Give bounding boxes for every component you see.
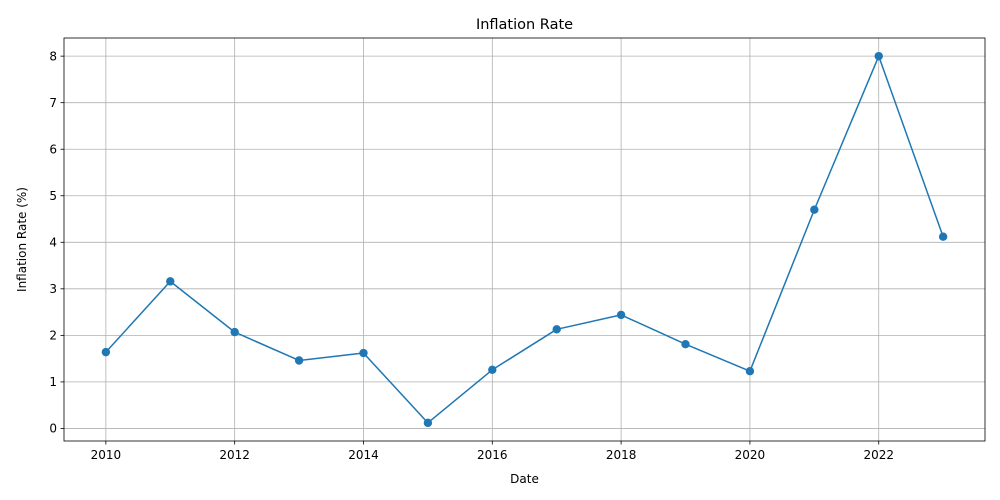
x-axis-label: Date [510,472,539,486]
y-tick-label: 1 [49,375,57,389]
y-axis-label: Inflation Rate (%) [15,187,29,292]
data-point [552,325,561,334]
data-point [488,365,497,375]
x-axis-ticks: 2010 2012 2014 2016 2018 2020 2022 [91,441,894,462]
x-tick-label: 2022 [863,448,894,462]
data-point [938,232,948,241]
data-point [616,310,626,320]
data-point [810,205,819,214]
y-axis-ticks: 0 1 2 3 4 5 6 7 8 [49,49,64,436]
data-point [745,366,755,376]
data-point [423,418,433,428]
y-tick-label: 6 [49,143,57,157]
series-line-group [105,55,944,424]
x-tick-label: 2020 [735,448,766,462]
y-tick-label: 0 [49,422,57,436]
y-tick-label: 3 [49,282,57,296]
y-tick-label: 4 [49,236,57,250]
plot-area-frame [63,37,986,442]
data-point [294,356,304,365]
series-markers-group [101,51,948,428]
grid [64,38,985,441]
x-tick-label: 2012 [219,448,250,462]
y-tick-label: 7 [49,96,57,110]
x-tick-label: 2016 [477,448,508,462]
data-point [230,327,239,337]
series-line [105,55,944,424]
data-point [359,348,368,358]
y-tick-label: 2 [49,329,57,343]
data-point [101,347,111,357]
y-tick-label: 5 [49,189,57,203]
y-tick-label: 8 [49,49,57,63]
chart-title: Inflation Rate [476,17,573,33]
x-tick-label: 2018 [606,448,637,462]
x-tick-label: 2014 [348,448,379,462]
data-point [681,340,690,349]
data-point [166,277,175,286]
data-point [874,51,883,61]
x-tick-label: 2010 [91,448,122,462]
